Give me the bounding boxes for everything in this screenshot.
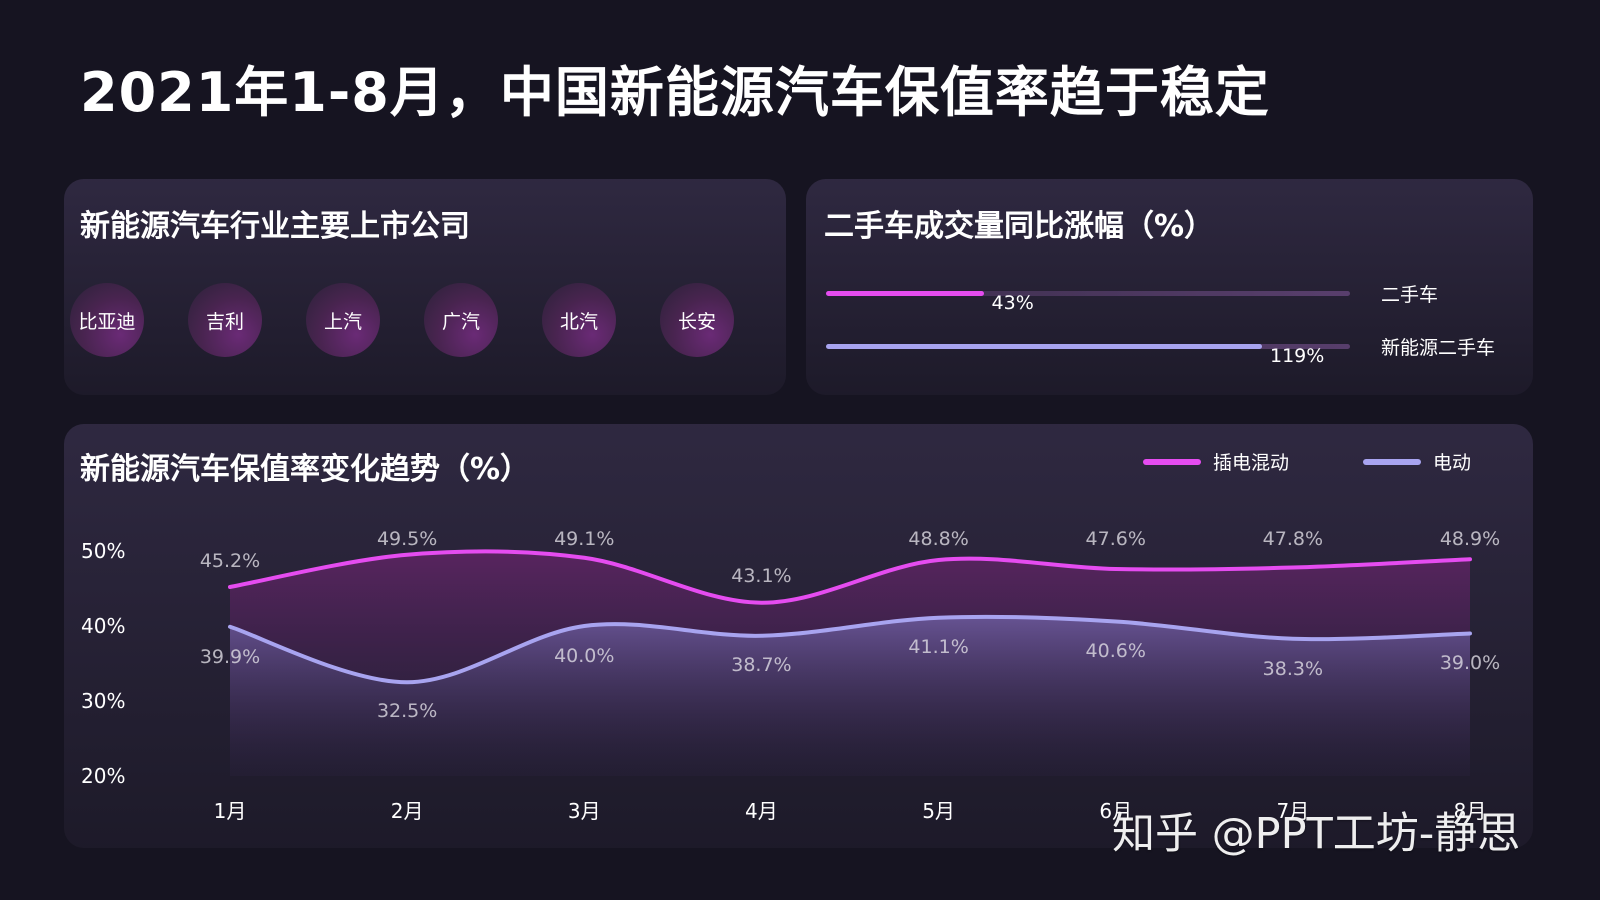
legend-swatch-ev (1362, 458, 1421, 465)
growth-row-nev-used-car: 119% 新能源二手车 (826, 332, 1516, 367)
legend-label-phev: 插电混动 (1212, 452, 1289, 474)
legend-item-phev: 插电混动 (1142, 448, 1289, 475)
growth-label-nev-used-car: 新能源二手车 (1381, 337, 1496, 359)
company-badge-geely: 吉利 (188, 283, 262, 357)
company-badge-changan: 长安 (660, 283, 734, 357)
company-badge-gac: 广汽 (424, 283, 498, 357)
growth-row-used-car: 43% 二手车 (826, 279, 1516, 314)
growth-value-nev-used-car: 119% (1270, 345, 1325, 367)
page-title: 2021年1-8月，中国新能源汽车保值率趋于稳定 (80, 61, 1270, 124)
company-badge-baic: 北汽 (542, 283, 616, 357)
legend-item-ev: 电动 (1362, 448, 1471, 475)
companies-panel: 新能源汽车行业主要上市公司 比亚迪 吉利 上汽 广汽 北汽 长安 (64, 179, 786, 395)
chart-legend: 插电混动 电动 (1142, 448, 1471, 475)
growth-panel-title: 二手车成交量同比涨幅（%） (824, 209, 1215, 244)
growth-value-used-car: 43% (991, 292, 1034, 314)
growth-track: 43% (826, 291, 1350, 314)
watermark-text: 知乎 @PPT工坊-静思 (1112, 809, 1521, 859)
legend-swatch-phev (1142, 458, 1201, 465)
company-badge-saic: 上汽 (306, 283, 380, 357)
growth-label-used-car: 二手车 (1381, 284, 1439, 306)
company-badge-byd: 比亚迪 (70, 283, 144, 357)
companies-panel-title: 新能源汽车行业主要上市公司 (80, 209, 470, 244)
growth-bar-fill-used-car (826, 291, 984, 296)
company-list: 比亚迪 吉利 上汽 广汽 北汽 长安 (70, 283, 760, 359)
legend-label-ev: 电动 (1432, 452, 1471, 474)
chart-panel-title: 新能源汽车保值率变化趋势（%） (80, 452, 531, 487)
retention-chart-panel: 新能源汽车保值率变化趋势（%） 插电混动 电动 (64, 424, 1533, 848)
growth-panel: 二手车成交量同比涨幅（%） 43% 二手车 119% 新能源二手车 (806, 179, 1533, 395)
growth-track: 119% (826, 344, 1350, 367)
growth-bar-fill-nev-used-car (826, 344, 1262, 349)
